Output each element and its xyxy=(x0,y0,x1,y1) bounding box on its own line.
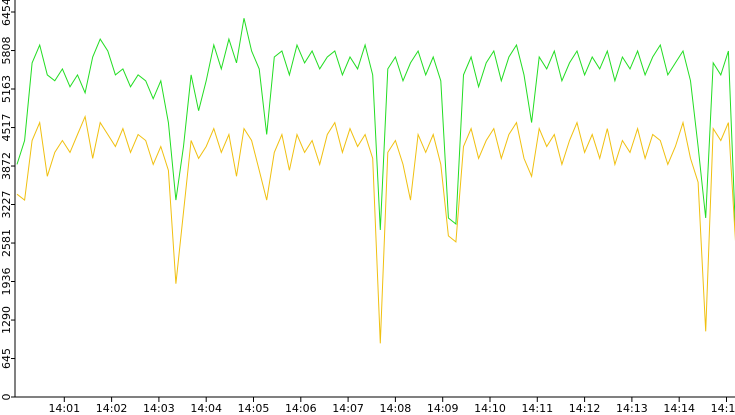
series-line xyxy=(16,114,735,344)
x-tick-label: 14:13 xyxy=(616,402,648,415)
x-tick-label: 14:11 xyxy=(521,402,553,415)
x-tick-label: 14:14 xyxy=(663,402,695,415)
x-tick-label: 14:03 xyxy=(143,402,175,415)
y-tick-label: 6454 xyxy=(0,0,13,26)
x-tick-label: 14:15 xyxy=(711,402,735,415)
y-tick-label: 5808 xyxy=(0,37,13,65)
y-tick-label: 3872 xyxy=(0,152,13,180)
y-tick-label: 0 xyxy=(0,394,13,401)
x-tick-label: 14:05 xyxy=(238,402,270,415)
y-tick-label: 1936 xyxy=(0,268,13,296)
y-tick-label: 3227 xyxy=(0,191,13,219)
x-tick-label: 14:04 xyxy=(190,402,222,415)
x-tick-label: 14:09 xyxy=(427,402,459,415)
y-tick-label: 1290 xyxy=(0,306,13,334)
x-tick-label: 14:12 xyxy=(569,402,601,415)
y-tick-label: 2581 xyxy=(0,229,13,257)
y-tick-label: 4517 xyxy=(0,114,13,142)
y-tick-label: 645 xyxy=(0,348,13,369)
x-tick-label: 14:10 xyxy=(474,402,506,415)
x-tick-label: 14:06 xyxy=(285,402,317,415)
x-tick-label: 14:02 xyxy=(96,402,128,415)
y-tick-label: 5163 xyxy=(0,75,13,103)
series-line xyxy=(16,18,735,232)
x-tick-label: 14:08 xyxy=(380,402,412,415)
x-tick-label: 14:07 xyxy=(332,402,364,415)
x-tick-label: 14:01 xyxy=(48,402,80,415)
